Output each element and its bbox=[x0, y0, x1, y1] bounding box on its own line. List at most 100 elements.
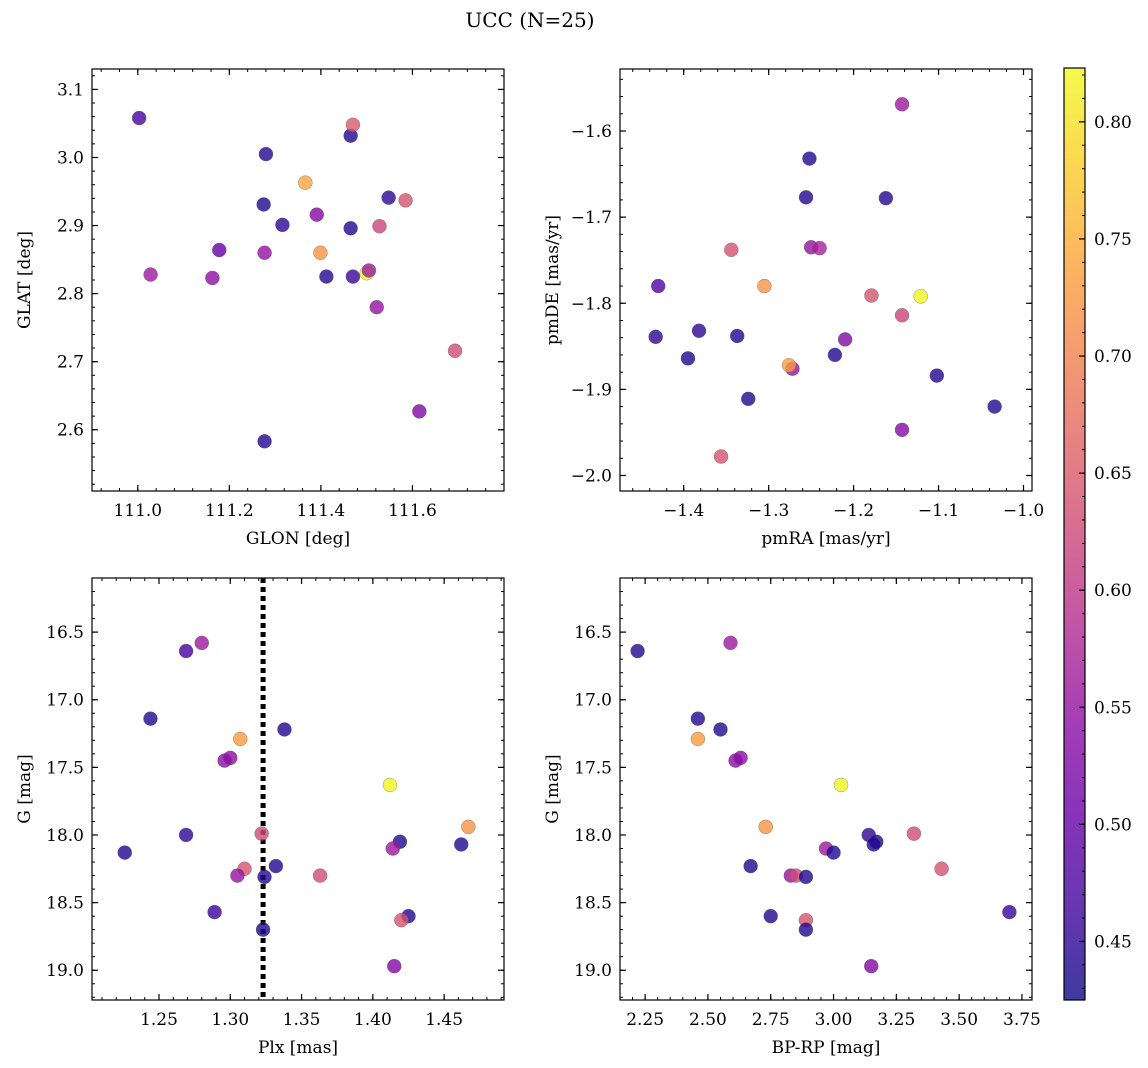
data-point bbox=[386, 958, 402, 974]
data-point bbox=[729, 328, 745, 344]
x-tick-label: 111.6 bbox=[388, 501, 437, 521]
data-point bbox=[257, 869, 272, 885]
y-tick-label: 17.5 bbox=[574, 758, 612, 778]
y-tick-label: 17.5 bbox=[46, 758, 84, 778]
data-point bbox=[345, 269, 361, 284]
y-tick-label: 18.5 bbox=[574, 894, 612, 914]
colorbar-tick-label: 0.80 bbox=[1094, 113, 1132, 133]
data-point bbox=[178, 827, 194, 843]
tick-marks bbox=[92, 69, 505, 491]
data-point bbox=[382, 777, 398, 793]
x-tick-label: 1.40 bbox=[354, 1010, 392, 1030]
x-tick-label: 1.35 bbox=[283, 1010, 321, 1030]
data-point bbox=[690, 711, 706, 726]
data-point bbox=[837, 332, 853, 347]
data-point bbox=[143, 711, 158, 726]
data-point bbox=[369, 299, 384, 315]
colorbar-tick-label: 0.65 bbox=[1094, 464, 1132, 484]
data-point bbox=[257, 434, 272, 449]
y-tick-label: 3.1 bbox=[57, 80, 84, 100]
data-point bbox=[230, 868, 245, 883]
x-tick-label: −1.2 bbox=[833, 501, 874, 521]
data-point bbox=[798, 869, 814, 885]
data-point bbox=[345, 117, 361, 133]
x-tick-label: 3.75 bbox=[1003, 1010, 1041, 1030]
data-point bbox=[313, 245, 328, 261]
colorbar-tick-label: 0.55 bbox=[1094, 698, 1132, 718]
x-tick-label: −1.4 bbox=[663, 501, 704, 521]
data-point bbox=[207, 904, 222, 920]
data-point bbox=[453, 837, 469, 852]
data-point bbox=[833, 777, 849, 793]
scatter-points bbox=[630, 635, 1017, 974]
y-tick-label: −1.6 bbox=[571, 122, 612, 142]
data-point bbox=[894, 97, 910, 112]
colorbar-frame bbox=[1063, 67, 1086, 1001]
data-point bbox=[827, 347, 843, 363]
data-point bbox=[650, 278, 666, 294]
data-point bbox=[258, 146, 274, 162]
data-point bbox=[319, 269, 334, 284]
data-point bbox=[398, 193, 413, 208]
y-tick-label: −2.0 bbox=[571, 466, 612, 486]
data-point bbox=[648, 329, 663, 345]
colorbar-tick-label: 0.75 bbox=[1094, 230, 1132, 250]
scatter-points bbox=[117, 635, 476, 974]
data-point bbox=[255, 922, 271, 937]
y-tick-label: 2.8 bbox=[57, 285, 84, 305]
data-point bbox=[257, 245, 272, 261]
y-tick-label: 18.0 bbox=[46, 826, 84, 846]
data-point bbox=[863, 958, 879, 974]
data-point bbox=[743, 858, 758, 874]
x-axis-label: BP-RP [mag] bbox=[772, 1038, 881, 1058]
data-point bbox=[798, 190, 814, 205]
x-tick-label: 1.30 bbox=[211, 1010, 249, 1030]
data-point bbox=[254, 826, 269, 841]
axes-frame bbox=[619, 68, 1033, 492]
colorbar-gradient bbox=[1064, 68, 1085, 1000]
data-point bbox=[277, 722, 292, 737]
y-tick-label: 17.0 bbox=[46, 691, 84, 711]
data-point bbox=[894, 422, 910, 438]
x-tick-label: 3.25 bbox=[877, 1010, 915, 1030]
data-point bbox=[913, 289, 928, 304]
x-axis-label: GLON [deg] bbox=[246, 529, 350, 549]
scatter-points bbox=[648, 97, 1002, 464]
tick-marks bbox=[619, 577, 1032, 1000]
axes-frame bbox=[619, 577, 1033, 1001]
y-tick-label: 2.6 bbox=[57, 421, 84, 441]
data-point bbox=[212, 242, 227, 258]
data-point bbox=[412, 404, 427, 419]
y-tick-label: 19.0 bbox=[574, 961, 612, 981]
data-point bbox=[802, 151, 817, 166]
x-tick-label: 2.50 bbox=[689, 1010, 727, 1030]
data-point bbox=[117, 845, 133, 860]
y-axis-label: G [mag] bbox=[543, 754, 563, 823]
x-tick-label: 1.45 bbox=[425, 1010, 463, 1030]
x-axis-label: Plx [mas] bbox=[258, 1038, 338, 1058]
y-tick-label: −1.8 bbox=[571, 294, 612, 314]
data-point bbox=[256, 197, 271, 212]
x-tick-label: −1.0 bbox=[1003, 501, 1044, 521]
x-tick-label: 111.0 bbox=[113, 501, 162, 521]
data-point bbox=[447, 343, 463, 359]
data-point bbox=[194, 635, 210, 651]
data-point bbox=[733, 750, 748, 766]
data-point bbox=[381, 190, 396, 205]
y-tick-label: 16.5 bbox=[46, 623, 84, 643]
data-point bbox=[798, 922, 814, 937]
data-point bbox=[223, 750, 238, 766]
data-point bbox=[394, 912, 409, 928]
colorbar-tick-label: 0.50 bbox=[1094, 815, 1132, 835]
colorbar-tick-label: 0.45 bbox=[1094, 932, 1132, 952]
colorbar-tick-label: 0.70 bbox=[1094, 347, 1132, 367]
data-point bbox=[309, 207, 325, 222]
y-tick-label: 19.0 bbox=[46, 961, 84, 981]
y-tick-label: 2.7 bbox=[57, 353, 84, 373]
data-point bbox=[205, 270, 220, 286]
data-point bbox=[691, 323, 707, 339]
data-point bbox=[757, 278, 772, 294]
tick-marks bbox=[92, 577, 504, 1000]
data-point bbox=[723, 635, 738, 651]
data-point bbox=[461, 819, 476, 835]
